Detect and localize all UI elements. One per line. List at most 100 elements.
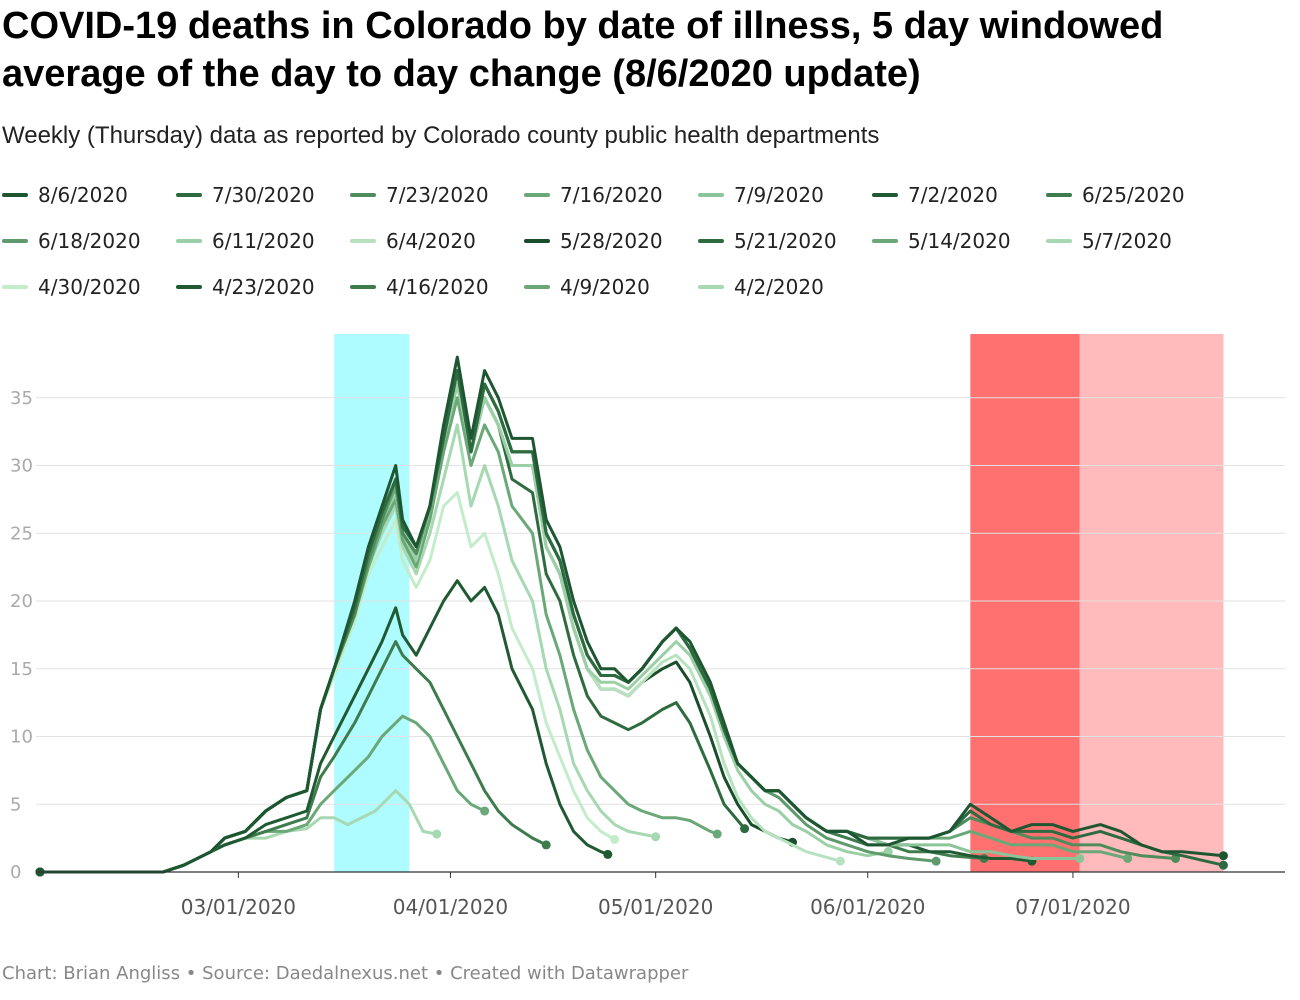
legend-item-4-9-2020: 4/9/2020 — [524, 272, 650, 302]
legend-label: 6/18/2020 — [38, 229, 141, 253]
chart-subtitle: Weekly (Thursday) data as reported by Co… — [2, 122, 880, 149]
y-tick-label: 30 — [10, 456, 33, 477]
legend-swatch — [2, 193, 28, 197]
legend-swatch — [176, 239, 202, 243]
legend-label: 5/7/2020 — [1082, 229, 1172, 253]
legend-swatch — [350, 193, 376, 197]
legend-item-4-16-2020: 4/16/2020 — [350, 272, 489, 302]
series-lines — [35, 355, 1228, 877]
series-end-point-8-6-2020 — [1218, 851, 1228, 861]
legend-item-5-14-2020: 5/14/2020 — [872, 226, 1011, 256]
legend-swatch — [2, 285, 28, 289]
chart-title: COVID-19 deaths in Colorado by date of i… — [2, 5, 1164, 95]
series-end-point-5-7-2020 — [651, 832, 661, 842]
chart-credit: Chart: Brian Angliss • Source: Daedalnex… — [2, 963, 689, 984]
legend-label: 4/16/2020 — [386, 275, 489, 299]
gridlines — [36, 397, 1285, 805]
series-line-7-9-2020 — [38, 369, 1082, 874]
y-tick-label: 20 — [10, 591, 33, 612]
x-tick-label: 05/01/2020 — [598, 895, 713, 919]
legend-swatch — [350, 285, 376, 289]
legend-item-7-2-2020: 7/2/2020 — [872, 180, 998, 210]
legend-swatch — [176, 193, 202, 197]
legend-label: 7/16/2020 — [560, 183, 663, 207]
x-tick-label: 04/01/2020 — [393, 895, 508, 919]
legend-swatch — [872, 239, 898, 243]
legend-item-6-25-2020: 6/25/2020 — [1046, 180, 1185, 210]
legend-label: 4/30/2020 — [38, 275, 141, 299]
legend-item-5-7-2020: 5/7/2020 — [1046, 226, 1172, 256]
legend-swatch — [1046, 193, 1072, 197]
series-line-5-28-2020 — [38, 382, 794, 874]
legend-label: 7/30/2020 — [212, 183, 315, 207]
y-tick-label: 10 — [10, 727, 33, 748]
legend-item-4-30-2020: 4/30/2020 — [2, 272, 141, 302]
legend-swatch — [524, 193, 550, 197]
series-end-point-4-2-2020 — [432, 829, 442, 839]
legend-item-6-18-2020: 6/18/2020 — [2, 226, 141, 256]
y-tick-label: 5 — [10, 794, 21, 815]
legend-swatch — [698, 193, 724, 197]
legend-swatch — [872, 193, 898, 197]
series-end-point-7-30-2020 — [1218, 860, 1228, 870]
series-end-point-5-21-2020 — [740, 824, 750, 834]
legend-item-7-23-2020: 7/23/2020 — [350, 180, 489, 210]
legend-label: 7/2/2020 — [908, 183, 998, 207]
series-line-7-16-2020 — [38, 369, 1130, 874]
highlight-band-0 — [334, 334, 410, 872]
legend-label: 6/11/2020 — [212, 229, 315, 253]
legend-label: 7/9/2020 — [734, 183, 824, 207]
legend-item-6-11-2020: 6/11/2020 — [176, 226, 315, 256]
legend-label: 6/4/2020 — [386, 229, 476, 253]
y-tick-label: 15 — [10, 659, 33, 680]
legend-swatch — [524, 285, 550, 289]
series-end-point-6-4-2020 — [835, 856, 845, 866]
legend-swatch — [698, 239, 724, 243]
highlight-bands — [334, 334, 1224, 872]
legend-label: 5/14/2020 — [908, 229, 1011, 253]
y-tick-label: 35 — [10, 388, 33, 409]
series-line-4-30-2020 — [38, 491, 617, 874]
legend-item-8-6-2020: 8/6/2020 — [2, 180, 128, 210]
x-tick-label: 07/01/2020 — [1015, 895, 1130, 919]
x-tick-label: 03/01/2020 — [181, 895, 296, 919]
legend-item-7-30-2020: 7/30/2020 — [176, 180, 315, 210]
legend-item-7-16-2020: 7/16/2020 — [524, 180, 663, 210]
legend-label: 4/23/2020 — [212, 275, 315, 299]
legend: 8/6/2020 7/30/2020 7/23/2020 7/16/2020 7/9/2… — [0, 180, 1300, 310]
legend-item-4-2-2020: 4/2/2020 — [698, 272, 824, 302]
x-tick-label: 06/01/2020 — [810, 895, 925, 919]
series-end-point-4-9-2020 — [480, 806, 490, 816]
legend-item-6-4-2020: 6/4/2020 — [350, 226, 476, 256]
legend-swatch — [698, 285, 724, 289]
series-line-4-16-2020 — [38, 640, 548, 874]
series-end-point-4-23-2020 — [603, 849, 613, 859]
axes: 0 5 10 15 20 25 30 35 03/01/2020 04/01/2020 05/01/… — [10, 388, 1285, 919]
legend-label: 5/28/2020 — [560, 229, 663, 253]
legend-label: 4/9/2020 — [560, 275, 650, 299]
legend-label: 7/23/2020 — [386, 183, 489, 207]
series-line-4-23-2020 — [38, 579, 610, 874]
highlight-band-2 — [1079, 334, 1224, 872]
y-tick-label: 25 — [10, 523, 33, 544]
series-end-point-7-9-2020 — [1075, 853, 1085, 863]
highlight-band-1 — [970, 334, 1080, 872]
y-tick-label: 0 — [10, 862, 21, 883]
legend-label: 4/2/2020 — [734, 275, 824, 299]
legend-item-7-9-2020: 7/9/2020 — [698, 180, 824, 210]
series-line-6-25-2020 — [38, 369, 986, 874]
legend-label: 5/21/2020 — [734, 229, 837, 253]
series-end-point-7-16-2020 — [1123, 853, 1133, 863]
line-chart: 0 5 10 15 20 25 30 35 03/01/2020 04/01/2020 05/01/… — [10, 334, 1285, 919]
series-end-point-6-18-2020 — [931, 856, 941, 866]
series-end-point-5-14-2020 — [712, 829, 722, 839]
legend-item-5-28-2020: 5/28/2020 — [524, 226, 663, 256]
legend-swatch — [1046, 239, 1072, 243]
series-end-point-4-16-2020 — [541, 840, 551, 850]
legend-swatch — [350, 239, 376, 243]
series-line-8-6-2020 — [38, 355, 1225, 874]
series-line-4-9-2020 — [38, 714, 487, 874]
legend-swatch — [176, 285, 202, 289]
legend-swatch — [524, 239, 550, 243]
series-end-point-4-30-2020 — [610, 834, 620, 844]
